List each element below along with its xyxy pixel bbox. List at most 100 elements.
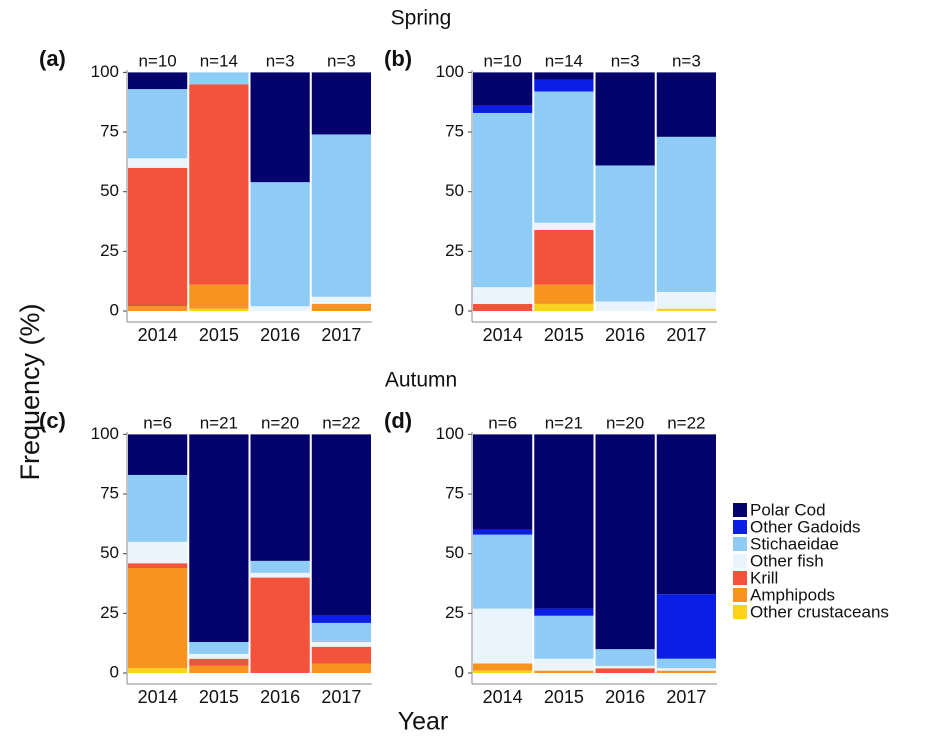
legend-swatch [733, 520, 747, 534]
x-tick-label: 2015 [199, 325, 239, 345]
bar-segment [595, 649, 655, 666]
legend-label: Other Gadoids [750, 517, 861, 536]
bar-segment [656, 670, 716, 674]
x-tick-label: 2016 [260, 687, 300, 707]
bar-label: n=22 [667, 413, 705, 432]
panel-label: (b) [384, 46, 412, 71]
bar-label: n=3 [266, 51, 295, 70]
x-tick-label: 2016 [605, 325, 645, 345]
y-tick-label: 100 [436, 62, 464, 81]
legend-swatch [733, 503, 747, 517]
x-tick-label: 2015 [544, 325, 584, 345]
legend-swatch [733, 605, 747, 619]
bar-segment [128, 306, 188, 312]
bar-segment [311, 296, 371, 304]
bar-label: n=21 [200, 413, 238, 432]
bar-segment [534, 284, 594, 304]
bar-segment [473, 287, 533, 304]
bar-segment [656, 658, 716, 669]
bar-label: n=14 [545, 51, 583, 70]
x-axis-label: Year [398, 708, 449, 736]
bar-segment [534, 615, 594, 659]
x-tick-label: 2017 [321, 325, 361, 345]
y-tick-label: 50 [445, 543, 464, 562]
y-tick-label: 75 [445, 484, 464, 503]
bar-segment [189, 653, 249, 659]
bar-segment [128, 72, 188, 90]
x-tick-label: 2016 [605, 687, 645, 707]
x-tick-label: 2017 [666, 687, 706, 707]
y-tick-label: 25 [445, 241, 464, 260]
legend-swatch [733, 588, 747, 602]
bar-segment [250, 560, 310, 573]
bar-segment [250, 577, 310, 674]
panel-label: (c) [39, 408, 66, 433]
bar-segment [656, 72, 716, 137]
bar-segment [595, 165, 655, 302]
row-title: Spring [391, 7, 452, 30]
y-tick-label: 75 [445, 122, 464, 141]
bar-segment [250, 306, 310, 312]
y-axis-label: Frequency (%) [15, 303, 45, 480]
bar-segment [656, 308, 716, 312]
bar-segment [534, 670, 594, 674]
bar-segment [656, 291, 716, 309]
bar-label: n=20 [606, 413, 644, 432]
bar-segment [473, 663, 533, 671]
bar-label: n=3 [672, 51, 701, 70]
bar-label: n=20 [261, 413, 299, 432]
bar-segment [128, 563, 188, 569]
bar-segment [534, 303, 594, 312]
bar-segment [534, 229, 594, 285]
bar-segment [128, 474, 188, 542]
bar-segment [189, 434, 249, 642]
bar-label: n=10 [483, 51, 521, 70]
bar-segment [534, 434, 594, 609]
bar-segment [534, 91, 594, 223]
bar-segment [595, 301, 655, 312]
y-tick-label: 100 [91, 62, 119, 81]
bar-segment [250, 72, 310, 183]
x-tick-label: 2017 [666, 325, 706, 345]
bar-segment [128, 167, 188, 307]
bar-segment [534, 658, 594, 671]
bar-segment [189, 665, 249, 674]
y-tick-label: 25 [100, 241, 119, 260]
bar-label: n=22 [322, 413, 360, 432]
bar-segment [128, 89, 188, 159]
bar-segment [311, 663, 371, 674]
bar-segment [595, 72, 655, 166]
y-tick-label: 25 [445, 603, 464, 622]
y-tick-label: 50 [445, 181, 464, 200]
x-tick-label: 2014 [483, 325, 523, 345]
bar-segment [128, 541, 188, 564]
bar-segment [473, 434, 533, 530]
bar-segment [656, 594, 716, 659]
bar-segment [311, 646, 371, 664]
bar-segment [250, 572, 310, 578]
y-tick-label: 100 [91, 424, 119, 443]
y-tick-label: 75 [100, 484, 119, 503]
bar-segment [311, 434, 371, 616]
bar-segment [656, 434, 716, 595]
legend-swatch [733, 554, 747, 568]
bar-segment [128, 158, 188, 168]
bar-segment [250, 434, 310, 561]
legend-swatch [733, 537, 747, 551]
bar-segment [311, 622, 371, 642]
y-tick-label: 0 [455, 663, 464, 682]
panel-label: (a) [39, 46, 66, 71]
legend-label: Amphipods [750, 585, 835, 604]
bar-segment [311, 303, 371, 312]
x-tick-label: 2015 [199, 687, 239, 707]
bar-segment [534, 72, 594, 80]
y-tick-label: 50 [100, 181, 119, 200]
bar-segment [189, 642, 249, 654]
x-tick-label: 2014 [138, 325, 178, 345]
bar-segment [128, 668, 188, 674]
legend-label: Stichaeidae [750, 534, 839, 553]
bar-segment [595, 665, 655, 669]
x-tick-label: 2015 [544, 687, 584, 707]
y-tick-label: 75 [100, 122, 119, 141]
